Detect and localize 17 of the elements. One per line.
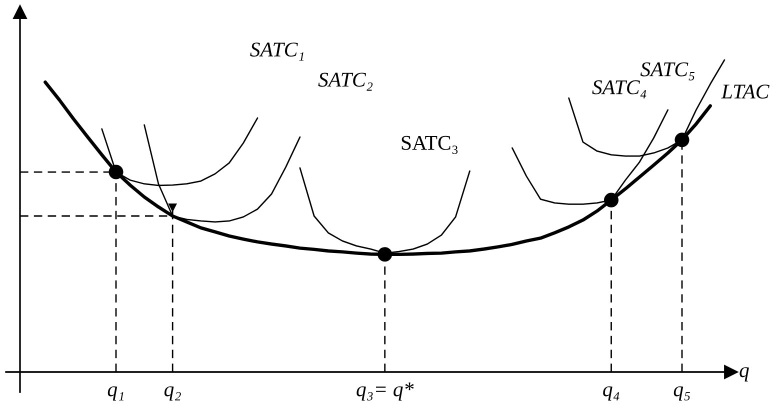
series-label: LTAC	[721, 84, 770, 99]
text: SATC₁	[250, 42, 304, 61]
x-tick-label: q₄	[603, 386, 620, 401]
series-label: SATC₃	[402, 136, 458, 154]
x-tick-label: q₂	[164, 386, 181, 401]
text: SATC₂	[318, 72, 373, 91]
x-tick-label: q₁	[108, 386, 124, 401]
point	[168, 203, 177, 212]
series-label: SATC₄	[592, 80, 646, 98]
series-label: SATC₅	[640, 62, 694, 80]
point	[674, 132, 690, 148]
point	[604, 192, 619, 208]
x-tick-label: q₅	[674, 386, 690, 401]
x-tick-label: q₃= q*	[356, 382, 414, 401]
point	[108, 164, 124, 180]
x-axis-title: q	[740, 367, 749, 382]
point	[378, 247, 392, 262]
